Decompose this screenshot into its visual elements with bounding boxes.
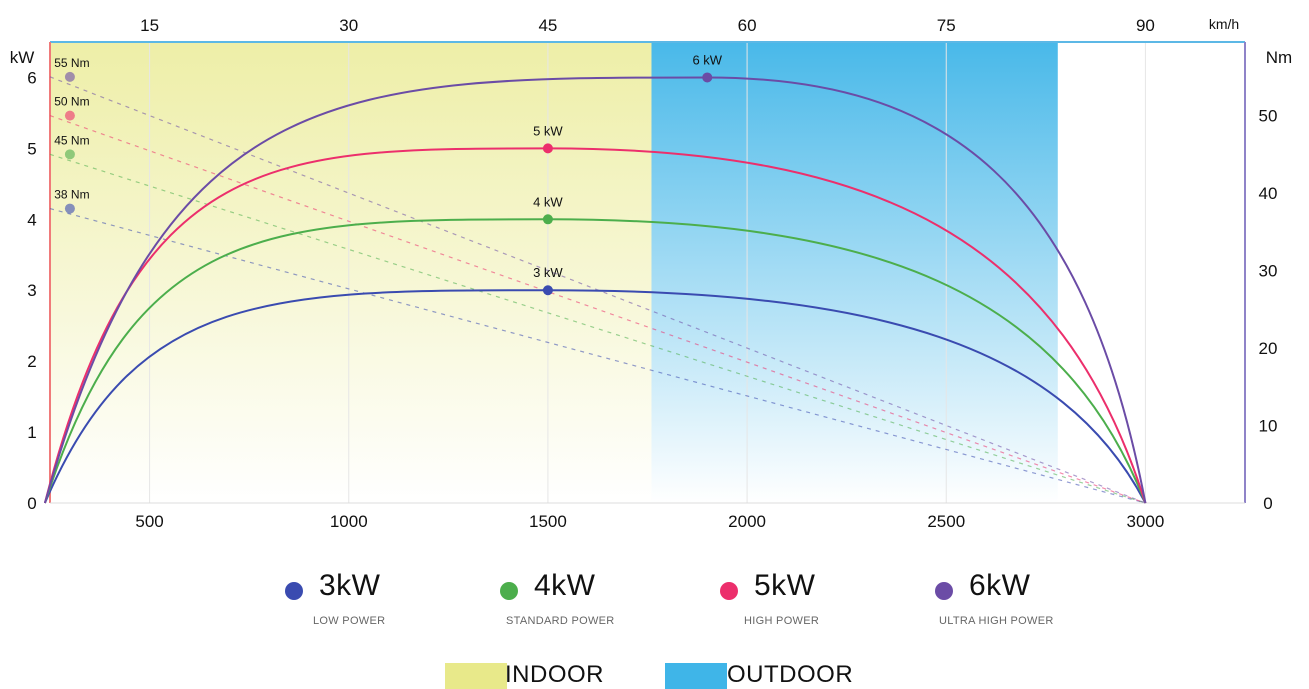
speed-unit-label: km/h (1209, 16, 1239, 32)
rpm-tick-3000: 3000 (1127, 512, 1165, 531)
peak-label-6kw: 6 kW (692, 52, 722, 67)
legend-dot-5kw (720, 582, 738, 600)
nm-tick-30: 30 (1259, 262, 1278, 281)
kw-tick-6: 6 (27, 68, 36, 87)
nm-tick-10: 10 (1259, 417, 1278, 436)
torque-point-5kw (64, 110, 75, 121)
legend-title-4kw: 4kW (534, 569, 596, 602)
speed-tick-30: 30 (339, 16, 358, 35)
speed-tick-90: 90 (1136, 16, 1155, 35)
indoor-swatch (445, 663, 507, 689)
torque-point-4kw (64, 149, 75, 160)
legend-subtitle-4kw: STANDARD POWER (506, 615, 615, 627)
peak-point-5kw (542, 143, 553, 154)
legend-dot-6kw (935, 582, 953, 600)
torque-label-4kw: 45 Nm (54, 133, 89, 147)
kw-tick-4: 4 (27, 210, 36, 229)
kw-axis-label: kW (10, 48, 35, 67)
peak-label-4kw: 4 kW (533, 194, 563, 209)
speed-tick-60: 60 (738, 16, 757, 35)
zone-outdoor (651, 42, 1058, 503)
torque-label-5kw: 50 Nm (54, 95, 89, 109)
torque-label-3kw: 38 Nm (54, 188, 89, 202)
legend-subtitle-6kw: ULTRA HIGH POWER (939, 615, 1054, 627)
indoor-label: INDOOR (505, 661, 604, 688)
speed-tick-45: 45 (538, 16, 557, 35)
legend-title-3kw: 3kW (319, 569, 381, 602)
legend-title-6kw: 6kW (969, 569, 1031, 602)
rpm-tick-2500: 2500 (927, 512, 965, 531)
torque-point-6kw (64, 71, 75, 82)
rpm-tick-2000: 2000 (728, 512, 766, 531)
outdoor-swatch (665, 663, 727, 689)
outdoor-label: OUTDOOR (727, 661, 854, 688)
nm-axis-label: Nm (1266, 48, 1292, 67)
series-legend: 3kW LOW POWER 4kW STANDARD POWER 5kW HIG… (0, 565, 1309, 635)
kw-tick-1: 1 (27, 423, 36, 442)
speed-tick-15: 15 (140, 16, 159, 35)
torque-point-3kw (64, 203, 75, 214)
rpm-tick-1500: 1500 (529, 512, 567, 531)
kw-tick-5: 5 (27, 139, 36, 158)
torque-label-6kw: 55 Nm (54, 56, 89, 70)
kw-tick-2: 2 (27, 352, 36, 371)
peak-label-3kw: 3 kW (533, 265, 563, 280)
nm-tick-40: 40 (1259, 184, 1278, 203)
kw-tick-3: 3 (27, 281, 36, 300)
legend-dot-3kw (285, 582, 303, 600)
zone-indoor (50, 42, 652, 503)
power-curve-6kw (43, 76, 1147, 504)
nm-tick-0: 0 (1263, 494, 1272, 513)
torque-line-4kw (49, 153, 1146, 504)
peak-point-3kw (542, 285, 553, 296)
power-curve-chart: 0 1 2 3 4 5 6 kW 0 10 20 30 40 50 Nm 500 1000 1500 2000 250… (10, 16, 1293, 531)
zone-legend: INDOOR OUTDOOR (0, 655, 1309, 689)
kw-tick-0: 0 (27, 494, 36, 513)
peak-label-5kw: 5 kW (533, 123, 563, 138)
rpm-tick-1000: 1000 (330, 512, 368, 531)
legend-title-5kw: 5kW (754, 569, 816, 602)
legend-subtitle-3kw: LOW POWER (313, 615, 386, 627)
legend-subtitle-5kw: HIGH POWER (744, 615, 820, 627)
nm-tick-20: 20 (1259, 339, 1278, 358)
speed-tick-75: 75 (937, 16, 956, 35)
torque-line-3kw (49, 208, 1146, 504)
peak-point-6kw (702, 72, 713, 83)
rpm-tick-500: 500 (135, 512, 163, 531)
legend-dot-4kw (500, 582, 518, 600)
nm-tick-50: 50 (1259, 107, 1278, 126)
peak-point-4kw (542, 214, 553, 225)
